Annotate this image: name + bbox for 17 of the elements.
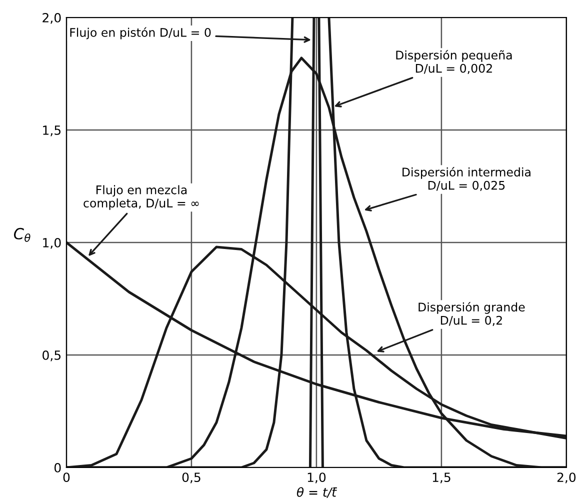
annotation: Flujo en pistón D/uL = 0: [70, 27, 211, 40]
y-tick-label: 0: [54, 462, 61, 472]
y-tick-label: 1,0: [43, 238, 61, 249]
x-tick-label: 0: [63, 472, 70, 482]
y-tick-label: 0,5: [42, 350, 61, 362]
annotation: Dispersión pequeña D/uL = 0,002: [396, 50, 512, 74]
x-tick-label: 1,5: [432, 472, 450, 484]
annotation: Dispersión intermedia D/uL = 0,025: [402, 166, 530, 191]
y-axis-title: C$_{θ}$: [14, 228, 30, 242]
y-tick-label: 1,5: [43, 126, 61, 136]
y-tick-label: 2,0: [42, 12, 61, 24]
annotation: Dispersión grande D/uL = 0,2: [418, 302, 525, 326]
x-tick-label: 1,0: [308, 472, 326, 484]
x-axis-title: θ = t/t̄: [296, 487, 337, 498]
annotation: Flujo en mezcla completa, D/uL = ∞: [84, 185, 199, 210]
x-tick-label: 2,0: [557, 472, 576, 484]
x-tick-label: 0,5: [182, 472, 200, 484]
